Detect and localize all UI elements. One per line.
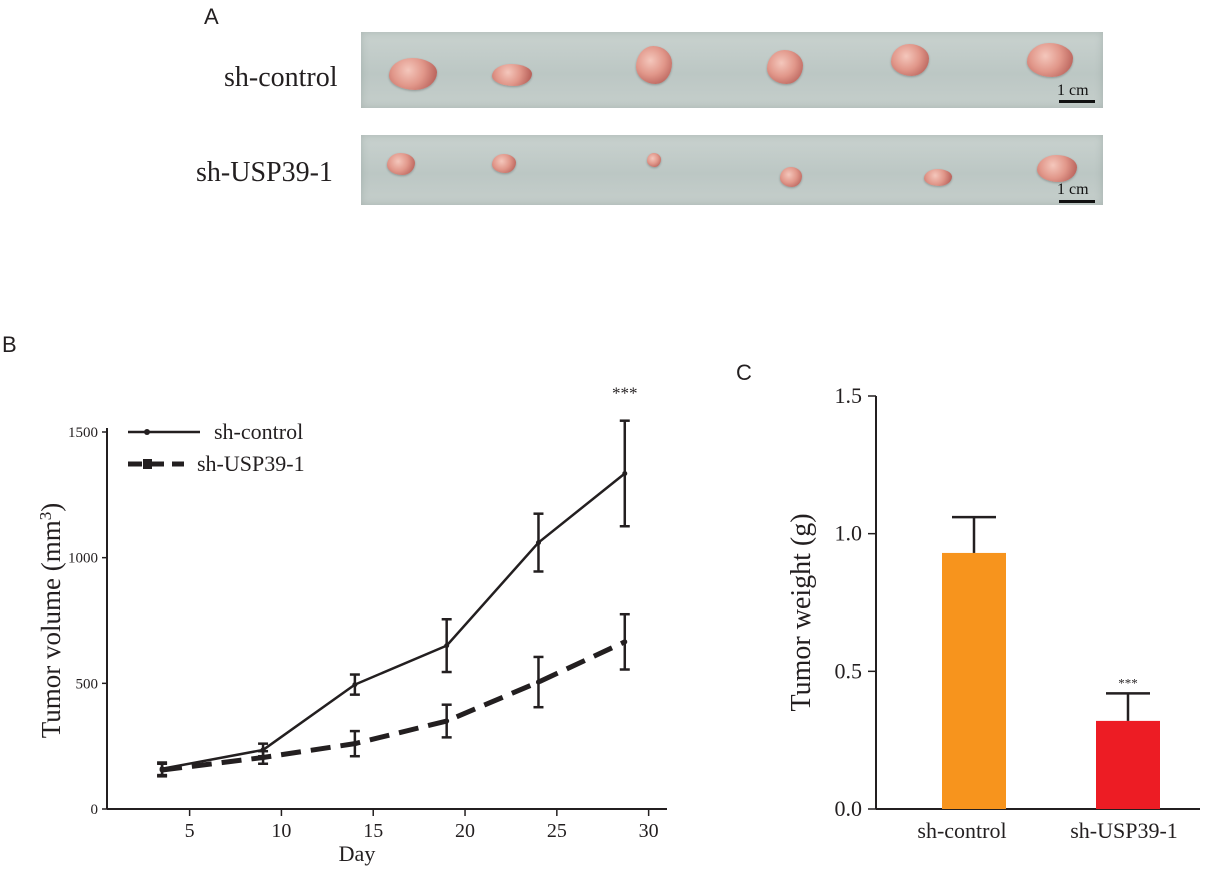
- legend-marker: [144, 429, 150, 435]
- y-tick-label: 1500: [68, 425, 98, 441]
- tumor-photo-sh-usp39-1: 1 cm: [361, 135, 1103, 205]
- data-point: [352, 682, 358, 688]
- y-tick-label: 1.0: [835, 521, 863, 546]
- y-tick-label: 0: [91, 802, 99, 818]
- tumor-image: [492, 154, 516, 173]
- tumor-image: [924, 169, 952, 186]
- tumor-image: [387, 153, 415, 175]
- y-tick-label: 0.0: [835, 796, 863, 821]
- tumor-image: [780, 167, 802, 187]
- data-point: [622, 639, 628, 645]
- scale-label: 1 cm: [1057, 82, 1089, 99]
- x-tick-label: 10: [271, 820, 291, 842]
- scale-bar: [1059, 200, 1095, 203]
- bar-sh-usp39-1: [1096, 720, 1160, 809]
- panel-c-label: C: [736, 360, 752, 385]
- significance-label: ***: [1118, 675, 1138, 690]
- tumor-image: [492, 64, 532, 86]
- y-tick-label: 0.5: [835, 658, 863, 683]
- tumor-image: [1037, 155, 1077, 182]
- data-point: [444, 643, 450, 649]
- series-line-sh-usp39-1: [161, 639, 626, 773]
- series-line-sh-control: [161, 472, 626, 771]
- data-point: [535, 540, 541, 546]
- tumor-image: [647, 153, 661, 167]
- x-tick-label: 5: [185, 820, 195, 842]
- y-tick-label: 1.5: [835, 383, 863, 408]
- bar-sh-control: [942, 552, 1006, 809]
- x-tick-label: 20: [455, 820, 475, 842]
- row-label-sh-usp39-1: sh-USP39-1: [196, 157, 333, 188]
- x-tick-label: 30: [639, 820, 659, 842]
- x-tick-label: 25: [547, 820, 567, 842]
- y-tick-label: 500: [76, 676, 99, 692]
- data-point: [622, 470, 628, 476]
- tumor-image: [1027, 43, 1073, 77]
- panel-a-label: A: [204, 4, 219, 29]
- y-axis-label: Tumor volume (mm3): [36, 503, 67, 739]
- legend-label-sh-usp39-1: sh-USP39-1: [197, 451, 305, 476]
- tumor-image: [891, 44, 929, 76]
- panel-b-label: B: [2, 332, 17, 357]
- data-point: [260, 754, 266, 760]
- tumor-weight-bar-chart: 0.0 0.5 1.0 1.5 Tumor weight (g) sh-control **…: [786, 383, 1200, 843]
- row-label-sh-control: sh-control: [224, 62, 338, 93]
- scale-bar: [1059, 100, 1095, 103]
- x-axis-label: Day: [339, 841, 376, 866]
- category-label: sh-USP39-1: [1070, 818, 1178, 843]
- data-point: [159, 767, 165, 773]
- tumor-photo-sh-control: 1 cm: [361, 32, 1103, 108]
- data-point: [352, 741, 358, 747]
- tumor-image: [389, 58, 437, 90]
- legend-marker: [143, 459, 152, 469]
- tumor-image: [636, 46, 672, 84]
- data-point: [535, 679, 541, 685]
- data-point: [444, 718, 450, 724]
- significance-label: ***: [612, 384, 638, 403]
- y-axis-label-superscript: 3: [36, 512, 55, 521]
- tumor-image: [767, 50, 803, 84]
- category-label: sh-control: [917, 818, 1006, 843]
- tumor-volume-line-chart: 0 500 1000 1500 5 10 15 20 25 30 Day Tumor volume (…: [36, 384, 667, 866]
- x-tick-label: 15: [363, 820, 383, 842]
- scale-label: 1 cm: [1057, 181, 1089, 198]
- y-axis-label: Tumor weight (g): [786, 513, 817, 711]
- legend-label-sh-control: sh-control: [214, 419, 303, 444]
- y-tick-label: 1000: [68, 551, 98, 567]
